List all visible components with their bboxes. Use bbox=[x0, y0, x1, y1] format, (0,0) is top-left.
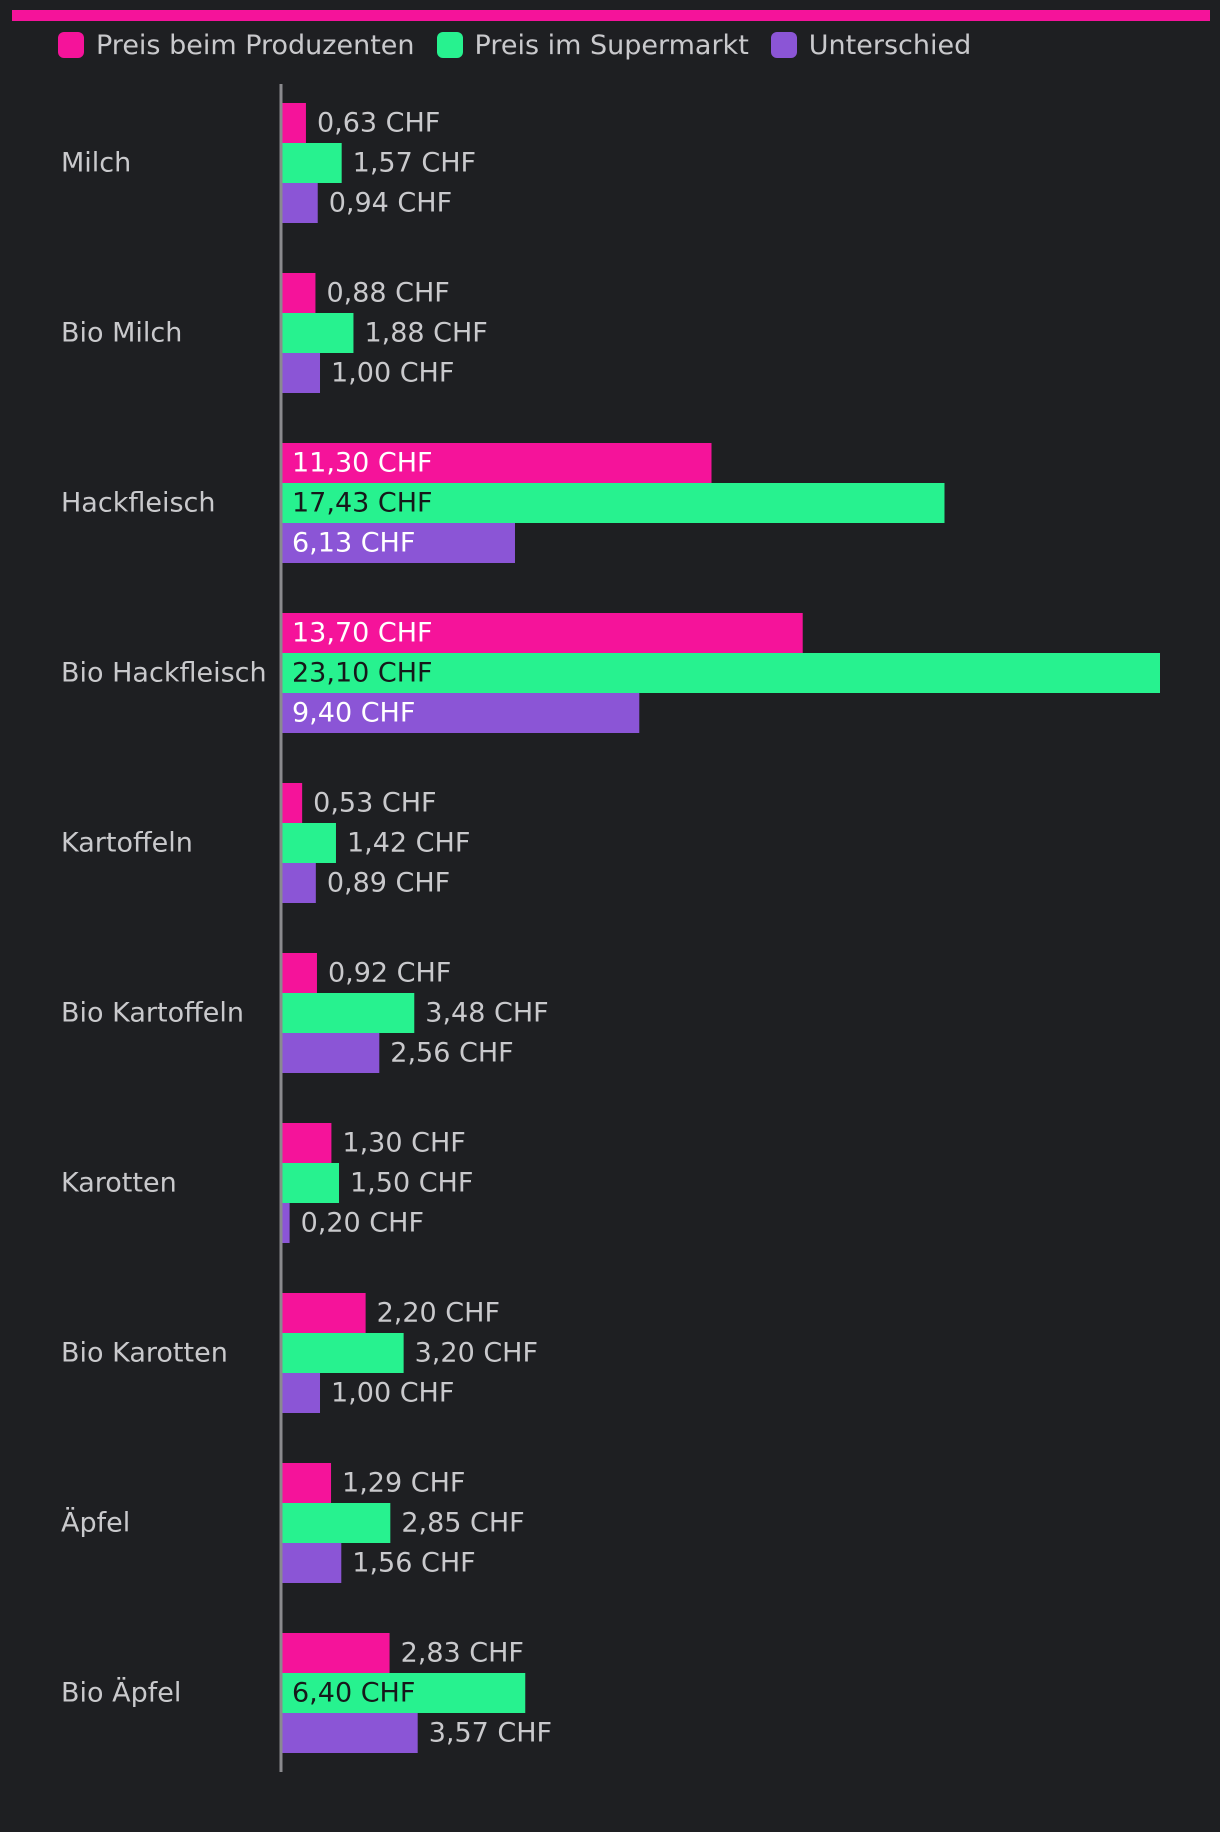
value-label-producer-bio-aepfel: 2,83 CHF bbox=[401, 1638, 524, 1669]
value-label-difference-karotten: 0,20 CHF bbox=[301, 1208, 424, 1239]
chart-legend: Preis beim Produzenten Preis im Supermar… bbox=[58, 28, 993, 62]
bar-difference-hackfleisch bbox=[282, 523, 515, 563]
value-label-producer-bio-hackfleisch: 13,70 CHF bbox=[292, 618, 433, 649]
category-label-bio-kartoffeln: Bio Kartoffeln bbox=[61, 998, 244, 1029]
bar-producer-bio-aepfel bbox=[282, 1633, 390, 1673]
category-label-aepfel: Äpfel bbox=[61, 1507, 130, 1539]
category-label-karotten: Karotten bbox=[61, 1168, 177, 1199]
value-label-difference-bio-kartoffeln: 2,56 CHF bbox=[390, 1038, 513, 1069]
bar-supermarket-bio-hackfleisch bbox=[282, 653, 1160, 693]
bar-producer-milch bbox=[282, 103, 306, 143]
value-label-difference-bio-aepfel: 3,57 CHF bbox=[429, 1718, 552, 1749]
value-label-difference-milch: 0,94 CHF bbox=[329, 188, 452, 219]
value-label-difference-kartoffeln: 0,89 CHF bbox=[327, 868, 450, 899]
legend-swatch-difference bbox=[770, 32, 797, 58]
bar-producer-karotten bbox=[282, 1123, 332, 1163]
bar-producer-bio-milch bbox=[282, 273, 316, 313]
bar-difference-bio-aepfel bbox=[282, 1713, 418, 1753]
value-label-supermarket-bio-kartoffeln: 3,48 CHF bbox=[425, 998, 548, 1029]
legend-label-difference: Unterschied bbox=[808, 29, 972, 61]
value-label-producer-hackfleisch: 11,30 CHF bbox=[292, 448, 433, 479]
bar-difference-bio-milch bbox=[282, 353, 321, 393]
category-label-hackfleisch: Hackfleisch bbox=[61, 488, 215, 519]
value-label-difference-bio-milch: 1,00 CHF bbox=[331, 358, 454, 389]
bar-supermarket-hackfleisch bbox=[282, 483, 945, 523]
category-label-bio-aepfel: Bio Äpfel bbox=[61, 1677, 181, 1709]
bar-producer-aepfel bbox=[282, 1463, 332, 1503]
category-label-bio-hackfleisch: Bio Hackfleisch bbox=[61, 658, 267, 689]
value-label-producer-bio-milch: 0,88 CHF bbox=[326, 278, 449, 309]
bar-difference-bio-karotten bbox=[282, 1373, 321, 1413]
value-label-supermarket-milch: 1,57 CHF bbox=[353, 148, 476, 179]
value-label-supermarket-bio-karotten: 3,20 CHF bbox=[415, 1338, 538, 1369]
value-label-producer-aepfel: 1,29 CHF bbox=[342, 1468, 465, 1499]
category-label-bio-karotten: Bio Karotten bbox=[61, 1338, 228, 1369]
bar-producer-kartoffeln bbox=[282, 783, 303, 823]
bar-supermarket-bio-aepfel bbox=[282, 1673, 526, 1713]
value-label-supermarket-karotten: 1,50 CHF bbox=[350, 1168, 473, 1199]
bar-difference-bio-kartoffeln bbox=[282, 1033, 380, 1073]
value-label-difference-bio-karotten: 1,00 CHF bbox=[331, 1378, 454, 1409]
bar-producer-bio-kartoffeln bbox=[282, 953, 317, 993]
bar-supermarket-milch bbox=[282, 143, 342, 183]
bar-difference-kartoffeln bbox=[282, 863, 316, 903]
legend-label-supermarket: Preis im Supermarkt bbox=[474, 29, 749, 61]
bar-supermarket-kartoffeln bbox=[282, 823, 336, 863]
value-label-producer-milch: 0,63 CHF bbox=[317, 108, 440, 139]
value-label-difference-aepfel: 1,56 CHF bbox=[352, 1548, 475, 1579]
value-label-supermarket-bio-aepfel: 6,40 CHF bbox=[292, 1678, 415, 1709]
top-accent-rule bbox=[12, 10, 1210, 21]
bar-difference-aepfel bbox=[282, 1543, 342, 1583]
bar-difference-milch bbox=[282, 183, 318, 223]
value-label-supermarket-hackfleisch: 17,43 CHF bbox=[292, 488, 433, 519]
value-label-supermarket-kartoffeln: 1,42 CHF bbox=[347, 828, 470, 859]
bar-producer-hackfleisch bbox=[282, 443, 712, 483]
legend-label-producer: Preis beim Produzenten bbox=[96, 29, 415, 61]
value-label-producer-karotten: 1,30 CHF bbox=[342, 1128, 465, 1159]
legend-item-difference: Unterschied bbox=[770, 29, 972, 61]
legend-swatch-producer bbox=[58, 32, 84, 58]
bar-supermarket-bio-karotten bbox=[282, 1333, 404, 1373]
category-label-bio-milch: Bio Milch bbox=[61, 318, 182, 349]
legend-swatch-supermarket bbox=[436, 32, 463, 58]
bar-difference-bio-hackfleisch bbox=[282, 693, 640, 733]
value-label-supermarket-bio-milch: 1,88 CHF bbox=[364, 318, 487, 349]
value-label-supermarket-bio-hackfleisch: 23,10 CHF bbox=[292, 658, 433, 689]
legend-item-supermarket: Preis im Supermarkt bbox=[436, 29, 749, 61]
value-label-producer-kartoffeln: 0,53 CHF bbox=[313, 788, 436, 819]
value-label-supermarket-aepfel: 2,85 CHF bbox=[401, 1508, 524, 1539]
legend-item-producer: Preis beim Produzenten bbox=[58, 30, 415, 61]
bar-supermarket-bio-kartoffeln bbox=[282, 993, 415, 1033]
bar-producer-bio-hackfleisch bbox=[282, 613, 803, 653]
value-label-difference-bio-hackfleisch: 9,40 CHF bbox=[292, 698, 415, 729]
bar-supermarket-bio-milch bbox=[282, 313, 354, 353]
category-label-milch: Milch bbox=[61, 148, 131, 179]
bar-supermarket-aepfel bbox=[282, 1503, 391, 1543]
value-label-difference-hackfleisch: 6,13 CHF bbox=[292, 528, 415, 559]
category-label-kartoffeln: Kartoffeln bbox=[61, 828, 193, 859]
bar-producer-bio-karotten bbox=[282, 1293, 366, 1333]
bar-supermarket-karotten bbox=[282, 1163, 340, 1203]
value-label-producer-bio-kartoffeln: 0,92 CHF bbox=[328, 958, 451, 989]
bar-difference-karotten bbox=[282, 1203, 290, 1243]
value-label-producer-bio-karotten: 2,20 CHF bbox=[377, 1298, 500, 1329]
